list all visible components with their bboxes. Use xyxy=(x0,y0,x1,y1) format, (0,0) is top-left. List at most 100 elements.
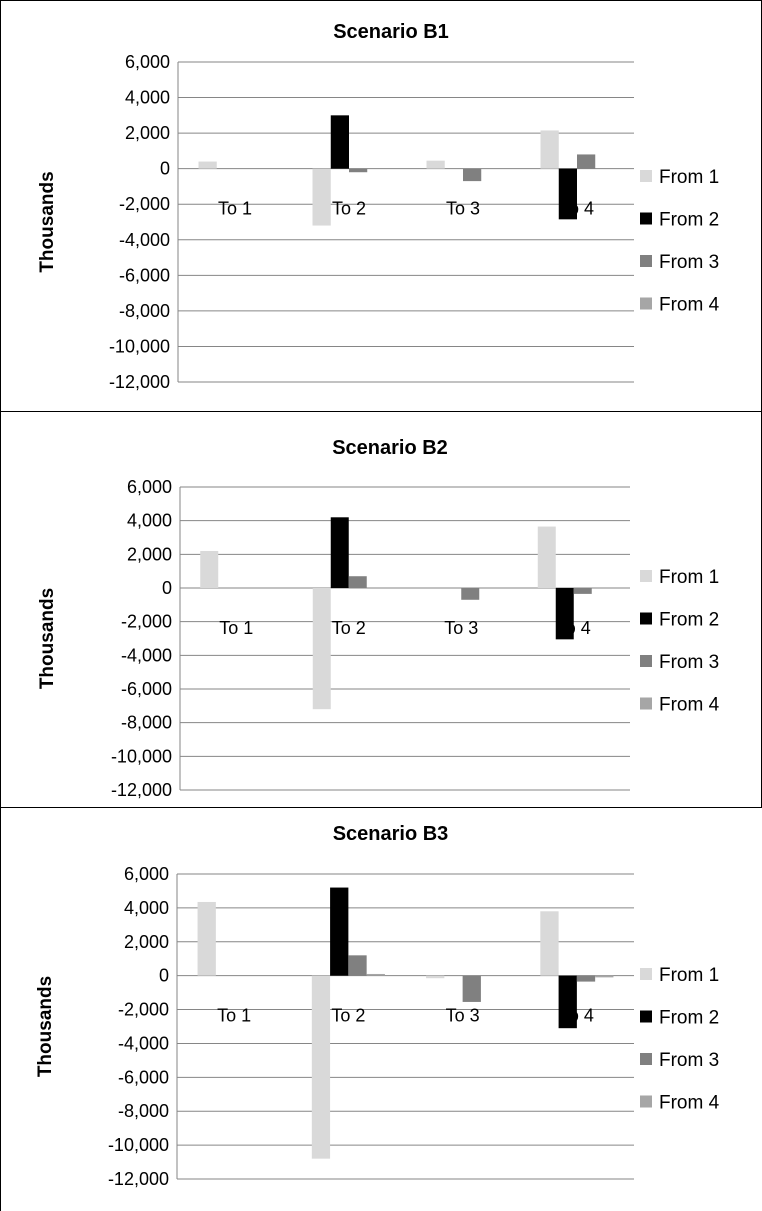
bar xyxy=(461,588,480,600)
legend-label: From 4 xyxy=(659,1093,720,1114)
x-category-label: To 3 xyxy=(444,618,478,638)
y-tick-label: 6,000 xyxy=(124,864,169,884)
legend-label: From 3 xyxy=(659,1050,719,1071)
x-category-label: To 3 xyxy=(446,199,480,219)
bar xyxy=(573,588,592,594)
bar xyxy=(366,973,385,976)
y-tick-label: -12,000 xyxy=(109,372,170,392)
legend-swatch xyxy=(640,968,652,980)
bar xyxy=(463,168,482,182)
legend-label: From 4 xyxy=(659,295,720,316)
x-category-label: To 4 xyxy=(557,618,591,638)
y-axis-label: Thousands xyxy=(37,171,58,272)
y-tick-label: 0 xyxy=(160,159,170,179)
frame-top xyxy=(0,0,762,1)
y-tick-label: 6,000 xyxy=(127,477,172,497)
y-axis-label: Thousands xyxy=(37,588,58,689)
y-tick-label: -2,000 xyxy=(121,612,172,632)
y-tick-label: -10,000 xyxy=(111,746,172,766)
bar xyxy=(540,130,559,169)
panel-divider-2 xyxy=(0,807,762,808)
bar xyxy=(595,975,614,978)
y-tick-label: 4,000 xyxy=(127,511,172,531)
bar xyxy=(349,168,368,173)
panel-divider-1 xyxy=(0,411,762,412)
y-tick-label: -6,000 xyxy=(121,679,172,699)
bar xyxy=(312,168,331,226)
y-tick-label: -8,000 xyxy=(119,301,170,321)
y-tick-label: 4,000 xyxy=(124,898,169,918)
bar xyxy=(348,955,367,976)
bar xyxy=(197,901,216,976)
bar xyxy=(537,526,556,588)
y-tick-label: -4,000 xyxy=(118,1033,169,1053)
legend-swatch xyxy=(640,297,652,310)
y-tick-label: -4,000 xyxy=(121,645,172,665)
bar xyxy=(198,161,217,169)
y-tick-label: -8,000 xyxy=(118,1101,169,1121)
legend-label: From 2 xyxy=(659,210,719,231)
legend-label: From 3 xyxy=(659,252,719,273)
bar xyxy=(558,975,577,1029)
bar xyxy=(312,588,331,710)
bar xyxy=(330,517,349,588)
legend-swatch xyxy=(640,655,652,667)
bar xyxy=(577,154,596,169)
legend-swatch xyxy=(640,1010,652,1023)
y-tick-label: -6,000 xyxy=(118,1067,169,1087)
chart-b3: Scenario B3 Thousands 6,000 4,000 2,000 0 -2,0… xyxy=(35,823,720,1189)
y-tick-label: -10,000 xyxy=(108,1135,169,1155)
x-category-label: To 1 xyxy=(217,1006,251,1026)
bar xyxy=(200,550,219,588)
y-tick-label: -10,000 xyxy=(109,336,170,356)
legend-label: From 1 xyxy=(659,167,719,188)
legend-label: From 4 xyxy=(659,695,720,716)
legend-label: From 2 xyxy=(659,610,719,631)
chart-title: Scenario B3 xyxy=(333,823,449,845)
bar xyxy=(330,887,349,976)
y-tick-label: -4,000 xyxy=(119,230,170,250)
bar xyxy=(330,115,349,169)
bar xyxy=(555,588,574,640)
y-tick-label: 6,000 xyxy=(125,52,170,72)
x-category-label: To 2 xyxy=(331,1006,365,1026)
bar xyxy=(462,975,481,1002)
legend-label: From 1 xyxy=(659,567,719,588)
legend-swatch xyxy=(640,212,652,225)
x-category-label: To 4 xyxy=(560,199,594,219)
legend-swatch xyxy=(640,1053,652,1065)
y-tick-label: -2,000 xyxy=(118,1000,169,1020)
legend-label: From 3 xyxy=(659,652,719,673)
bar xyxy=(576,975,596,982)
chart-panel-b1: Scenario B1 Thousands 6,000 4,000 2,000 0 -2,0… xyxy=(0,0,761,411)
bar xyxy=(540,911,559,976)
legend-label: From 1 xyxy=(659,965,719,986)
legend-swatch xyxy=(640,612,652,625)
y-tick-label: 2,000 xyxy=(125,123,170,143)
y-tick-label: 4,000 xyxy=(125,88,170,108)
bar xyxy=(348,576,367,588)
y-tick-label: -8,000 xyxy=(121,713,172,733)
y-tick-label: -2,000 xyxy=(119,194,170,214)
legend-swatch xyxy=(640,255,652,267)
x-category-label: To 2 xyxy=(332,618,366,638)
legend-swatch xyxy=(640,570,652,582)
y-tick-label: -12,000 xyxy=(108,1169,169,1189)
x-category-label: To 4 xyxy=(560,1006,594,1026)
chart-b1: Scenario B1 Thousands 6,000 4,000 2,000 0 -2,0… xyxy=(37,21,720,392)
y-tick-label: -12,000 xyxy=(111,780,172,800)
bar xyxy=(558,168,577,220)
chart-title: Scenario B2 xyxy=(332,437,448,459)
bar xyxy=(426,160,445,169)
y-tick-label: 2,000 xyxy=(124,932,169,952)
chart-b2: Scenario B2 Thousands 6,000 4,000 2,000 0 -2,0… xyxy=(37,437,720,800)
bar xyxy=(311,975,331,1159)
legend-swatch xyxy=(640,170,652,182)
frame-left xyxy=(0,0,1,1211)
legend-swatch xyxy=(640,1095,652,1108)
y-tick-label: 2,000 xyxy=(127,544,172,564)
legend-label: From 2 xyxy=(659,1008,719,1029)
y-tick-label: -6,000 xyxy=(119,265,170,285)
x-category-label: To 1 xyxy=(219,618,253,638)
x-category-label: To 3 xyxy=(446,1006,480,1026)
